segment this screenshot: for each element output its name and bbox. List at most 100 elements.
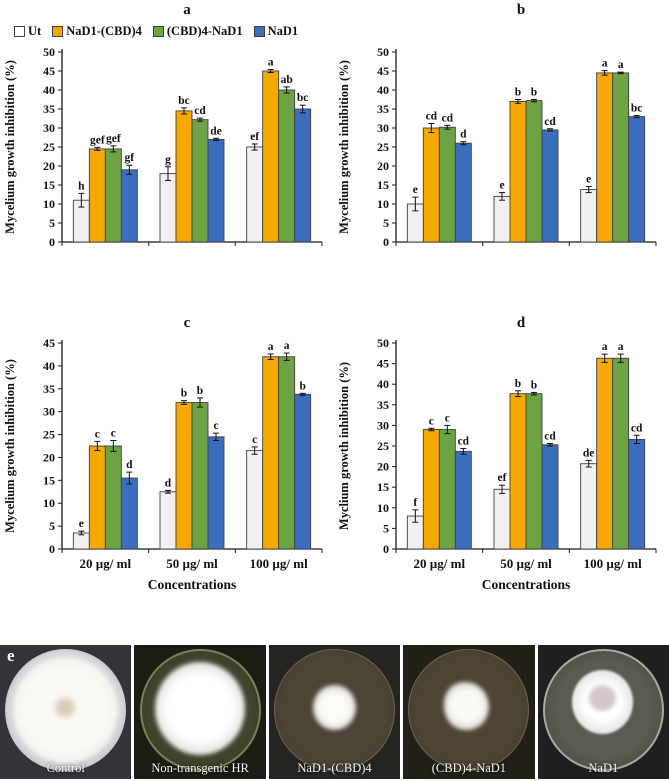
significance-letter: a [618, 341, 624, 353]
y-tick-label: 45 [43, 336, 55, 350]
panel-e-letter: e [7, 646, 15, 665]
y-tick-label: 15 [377, 480, 389, 494]
significance-letter: c [445, 412, 450, 424]
y-tick-label: 30 [43, 405, 55, 419]
colony-center [589, 685, 617, 712]
bar-Ut [493, 488, 511, 550]
y-tick-label: 25 [43, 428, 55, 442]
significance-letter: e [586, 174, 591, 186]
y-tick-label: 20 [377, 159, 389, 173]
y-tick-label: 15 [43, 178, 55, 192]
y-tick-label: 5 [383, 521, 389, 535]
y-tick-label: 35 [43, 382, 55, 396]
significance-letter: e [413, 184, 418, 196]
y-tick-label: 10 [43, 197, 55, 211]
significance-letter: ab [281, 74, 293, 86]
legend-item-cbd4-nad1: (CBD)4-NaD1 [152, 23, 243, 39]
y-axis-title: Mycelium growth inhibition (%) [337, 60, 351, 234]
legend-spacer [334, 18, 668, 40]
significance-letter: b [181, 388, 187, 400]
bar-(CBD)4-NaD1 [438, 429, 456, 550]
significance-letter: b [515, 378, 521, 390]
bar-NaD1 [541, 444, 559, 550]
significance-letter: a [268, 341, 274, 353]
significance-letter: cd [194, 105, 206, 117]
bar-(CBD)4-NaD1 [278, 356, 296, 550]
bar-Ut [493, 195, 511, 243]
significance-letter: b [197, 385, 203, 397]
x-axis-title: Concentrations [482, 577, 571, 592]
legend-swatch-cbd4-nad1 [152, 25, 164, 37]
photo-label: Non-transgenic HR [151, 761, 249, 775]
significance-letter: cd [544, 431, 556, 443]
y-tick-label: 10 [377, 197, 389, 211]
significance-letter: e [499, 180, 504, 192]
panel-a: a Ut NaD1-(CBD)4 (CBD)4-NaD1 NaD1 [0, 2, 334, 255]
x-axis-title: Concentrations [148, 577, 237, 592]
y-tick-label: 50 [377, 45, 389, 59]
legend-swatch-nad1-cbd4 [52, 25, 64, 37]
bar-NaD1-(CBD)4 [422, 429, 440, 550]
x-tick-label: 50 µg/ ml [166, 556, 218, 571]
y-tick-label: 20 [43, 159, 55, 173]
x-tick-label: 50 µg/ ml [500, 556, 552, 571]
bar-NaD1-(CBD)4 [262, 70, 280, 243]
y-tick-label: 0 [383, 235, 389, 249]
significance-letter: cd [544, 116, 556, 128]
bar-(CBD)4-NaD1 [612, 72, 630, 243]
bar-NaD1-(CBD)4 [596, 72, 614, 243]
significance-letter: d [460, 129, 467, 141]
panel-a-title: a [183, 2, 191, 18]
fungal-colony [154, 661, 245, 755]
significance-letter: gf [125, 152, 135, 164]
significance-letter: ef [250, 131, 259, 143]
significance-letter: d [165, 477, 172, 489]
bar-chart-d: 0 5 10 15 20 25 30 35 40 45 50 f ef de c b a c b a cd cd cd 20 … [337, 336, 657, 592]
y-tick-label: 30 [377, 121, 389, 135]
petri-dish [542, 649, 664, 771]
y-axis-title: Myclium growth inhibition (%) [337, 362, 351, 530]
bar-NaD1-(CBD)4 [262, 356, 280, 550]
petri-dish [408, 649, 530, 771]
y-tick-label: 25 [377, 140, 389, 154]
chart-legend: Ut NaD1-(CBD)4 (CBD)4-NaD1 NaD1 [14, 22, 334, 40]
significance-letter: c [95, 428, 100, 440]
bar-NaD1-(CBD)4 [422, 127, 440, 243]
y-tick-label: 5 [49, 519, 55, 533]
petri-photo-nad1-cbd4: NaD1-(CBD)4 [268, 645, 401, 779]
bar-NaD1 [207, 138, 225, 243]
y-tick-label: 35 [377, 398, 389, 412]
significance-letter: ef [498, 472, 507, 484]
y-tick-label: 40 [377, 377, 389, 391]
y-tick-label: 45 [377, 64, 389, 78]
chart-row-bottom: c 0 5 10 15 20 25 30 35 40 45 e d c c b a c b a d c b 20 µg/ m… [0, 315, 669, 597]
y-tick-label: 40 [43, 83, 55, 97]
y-tick-label: 5 [49, 216, 55, 230]
bar-NaD1 [628, 438, 646, 550]
y-tick-label: 20 [43, 450, 55, 464]
significance-letter: a [284, 340, 290, 352]
significance-letter: b [531, 87, 537, 99]
significance-letter: a [602, 341, 608, 353]
panel-e: e Control Non-transgenic HR NaD1-(CBD)4 … [0, 645, 669, 779]
photo-label: Control [46, 761, 85, 775]
petri-photo-cbd4-nad1: (CBD)4-NaD1 [403, 645, 535, 779]
bar-NaD1-(CBD)4 [88, 148, 106, 243]
significance-letter: a [602, 58, 608, 70]
petri-photo-control: e Control [0, 645, 132, 779]
legend-label-cbd4-nad1: (CBD)4-NaD1 [166, 23, 243, 38]
bar-(CBD)4-NaD1 [191, 402, 209, 550]
bar-NaD1 [294, 393, 312, 550]
bar-NaD1-(CBD)4 [175, 110, 193, 243]
significance-letter: gef [106, 133, 121, 145]
significance-letter: d [126, 459, 133, 471]
significance-letter: b [299, 380, 305, 392]
petri-dish [274, 649, 395, 771]
legend-swatch-nad1 [253, 25, 265, 37]
bar-(CBD)4-NaD1 [525, 100, 543, 243]
y-tick-label: 35 [377, 102, 389, 116]
significance-letter: b [515, 87, 521, 99]
significance-letter: cd [426, 110, 438, 122]
y-tick-label: 20 [377, 460, 389, 474]
